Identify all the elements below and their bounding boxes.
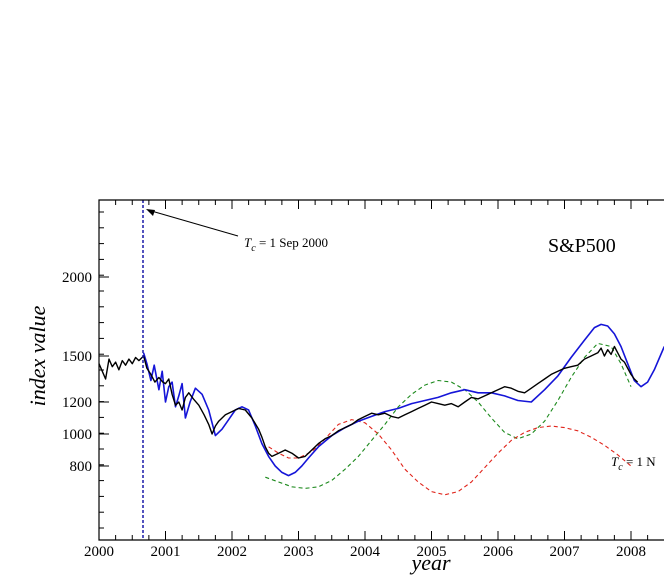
annotation-arrow-line (147, 209, 239, 237)
x-tick-label: 2001 (151, 544, 181, 560)
x-tick-label: 2006 (483, 544, 514, 560)
y-tick-label: 1000 (62, 427, 92, 443)
y-tick-label: 1200 (62, 395, 92, 411)
y-tick-label: 2000 (62, 270, 92, 286)
series-line-green-dashed (265, 342, 632, 489)
series-line-blue-solid (142, 323, 664, 477)
annotation-tc-2: Tc = 1 N (611, 454, 656, 473)
annotations-layer: Tc = 1 Sep 2000 Tc = 1 N (146, 209, 656, 473)
annotation-tc-1-var: T (244, 235, 252, 250)
x-tick-label: 2004 (350, 544, 381, 560)
x-tick-label: 2005 (417, 544, 447, 560)
annotation-tc-1-sub: c (251, 243, 256, 254)
y-axis-title: index value (25, 305, 50, 406)
chart-title: S&P500 (548, 235, 616, 257)
annotation-tc-1-rest: = 1 Sep 2000 (256, 235, 328, 250)
ticks-layer: 2000 2001 2002 2003 2004 2005 2006 2007 2008 800 1… (62, 200, 649, 560)
plot-frame (98, 199, 664, 541)
x-tick-label: 2003 (284, 544, 314, 560)
annotation-arrow-head (146, 209, 155, 216)
x-tick-label: 2002 (217, 544, 247, 560)
series-line-black-solid (98, 345, 639, 459)
annotation-tc-1: Tc = 1 Sep 2000 (244, 235, 328, 254)
annotation-tc-2-sub: c (618, 462, 623, 473)
x-tick-label: 2008 (616, 544, 646, 560)
annotation-tc-2-rest: = 1 N (623, 454, 657, 469)
series-layer (98, 323, 664, 496)
y-tick-label: 800 (70, 459, 93, 475)
annotation-tc-2-var: T (611, 454, 619, 469)
y-tick-label: 1500 (62, 349, 92, 365)
series-line-red-dashed (268, 419, 632, 496)
x-tick-label: 2000 (84, 544, 114, 560)
x-tick-label: 2007 (550, 544, 581, 560)
x-axis-title: year (409, 550, 451, 575)
